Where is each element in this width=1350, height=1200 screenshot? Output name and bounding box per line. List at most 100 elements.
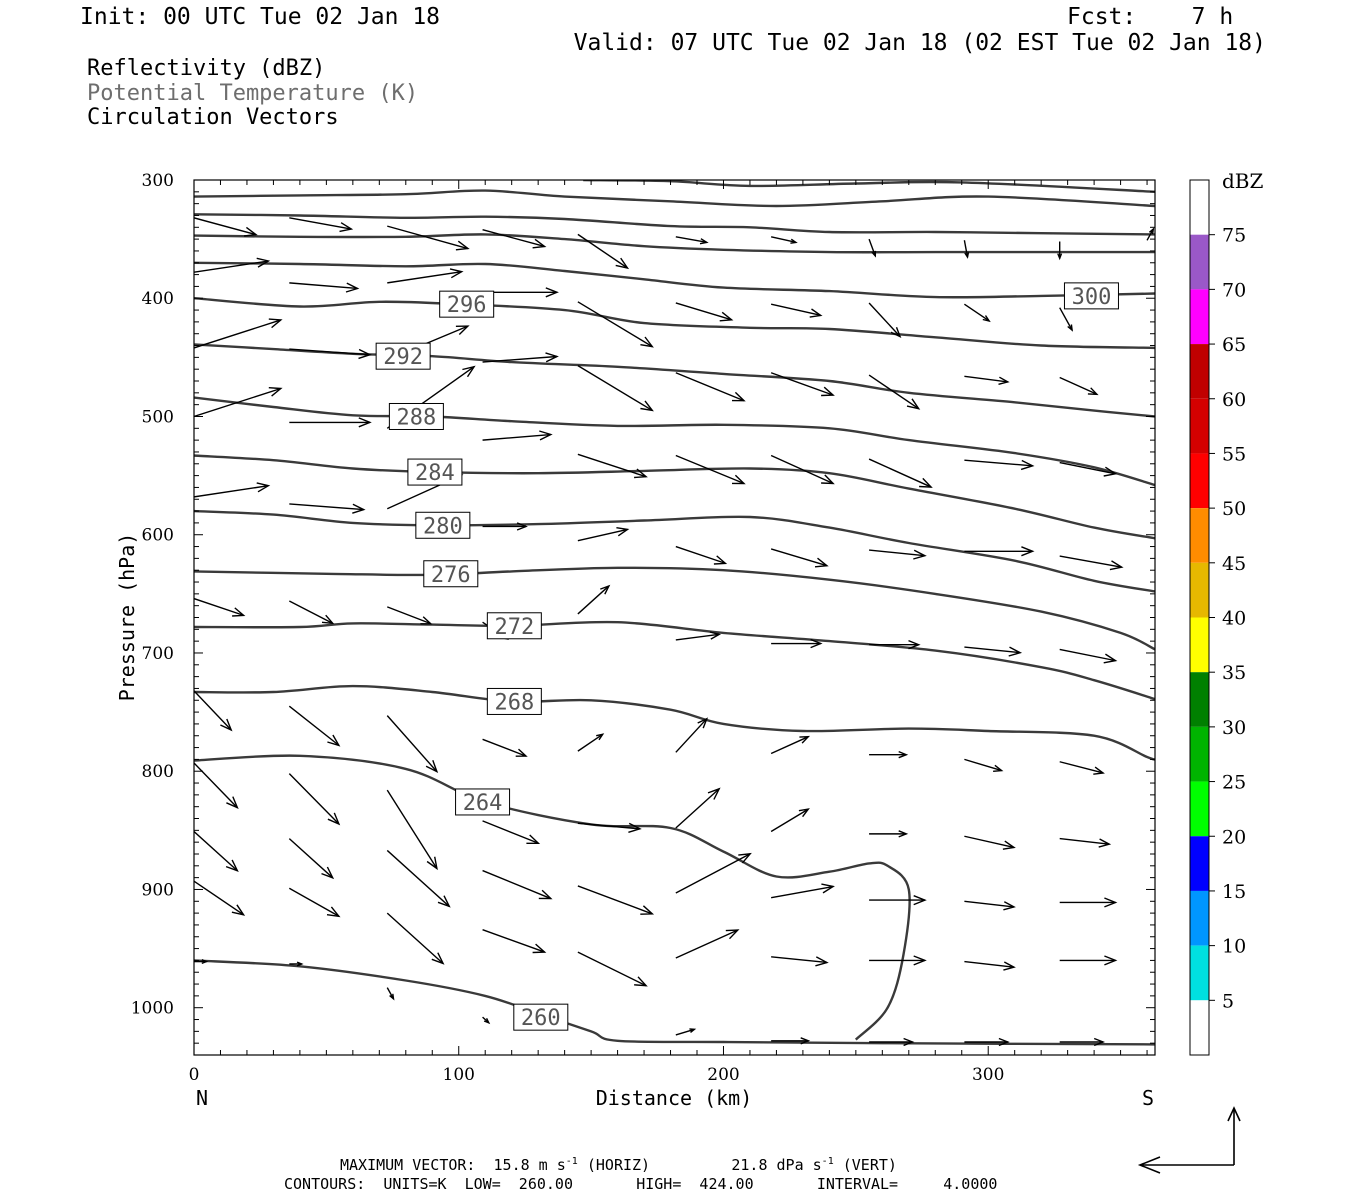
colorbar-label: 70 xyxy=(1222,279,1246,301)
circulation-vector-head xyxy=(998,1037,1010,1047)
contour-label-280: 280 xyxy=(423,514,463,539)
circulation-vector xyxy=(577,733,604,752)
circulation-vector xyxy=(482,355,558,363)
legend-potential-temperature: Potential Temperature (K) xyxy=(87,81,419,106)
circulation-vector-head xyxy=(634,468,648,479)
contour-label-box-292 xyxy=(375,342,431,370)
circulation-vector-head xyxy=(358,348,372,360)
colorbar-label: 65 xyxy=(1222,334,1246,356)
circulation-vector-head xyxy=(516,522,528,531)
circulation-vector xyxy=(482,869,552,900)
vert-tag: (VERT) xyxy=(842,1156,897,1174)
circulation-vector xyxy=(964,835,1015,849)
circulation-vector-head xyxy=(1003,961,1016,971)
circulation-vector-head xyxy=(437,895,451,908)
colorbar-label: 10 xyxy=(1222,936,1246,958)
circulation-vector-head xyxy=(634,976,648,987)
circulation-vector xyxy=(770,454,834,485)
circulation-vector xyxy=(869,549,925,557)
circulation-vector-head xyxy=(426,856,438,871)
circulation-vector xyxy=(1059,461,1116,475)
circulation-vector xyxy=(771,885,834,899)
vector-layer xyxy=(194,217,1155,1047)
circulation-vector-head xyxy=(1103,653,1118,664)
colorbar-label: 60 xyxy=(1222,389,1246,411)
circulation-vector-head xyxy=(539,430,553,441)
circulation-vector xyxy=(675,372,745,402)
circulation-vector-head xyxy=(358,417,372,428)
circulation-vector xyxy=(577,585,610,615)
circulation-vector xyxy=(387,225,469,250)
theta-contour-272 xyxy=(194,620,1155,701)
circulation-vector-head xyxy=(220,718,233,732)
circulation-vector-head xyxy=(1104,955,1118,966)
contour-label-box-276 xyxy=(423,560,479,588)
circulation-vector xyxy=(963,240,969,258)
circulation-vector-head xyxy=(908,639,921,650)
contour-label-box-296 xyxy=(439,290,495,318)
circulation-vector-head xyxy=(225,859,239,872)
circulation-vector xyxy=(1059,837,1110,845)
circulation-vector xyxy=(675,302,732,321)
colorbar-segment xyxy=(1190,344,1209,399)
colorbar-segment xyxy=(1190,617,1209,673)
contour-label-284: 284 xyxy=(415,461,455,486)
circulation-vector-head xyxy=(268,318,283,329)
circulation-vector-head xyxy=(809,308,823,318)
colorbar-segment xyxy=(1190,890,1209,946)
circulation-vector-head xyxy=(709,631,722,640)
circulation-vector-head xyxy=(964,252,970,259)
x-axis-label: Distance (km) xyxy=(596,1086,753,1110)
contour-label-box-300 xyxy=(1063,282,1119,310)
colorbar-segment xyxy=(1190,289,1209,345)
circulation-vector-head xyxy=(906,398,921,410)
circulation-vector xyxy=(770,303,821,317)
circulation-vector xyxy=(868,302,901,338)
plot-frame xyxy=(193,179,1156,1056)
circulation-vector xyxy=(964,459,1033,467)
circulation-vector xyxy=(289,503,364,511)
circulation-vector xyxy=(868,374,920,410)
circulation-vector-head xyxy=(545,287,559,298)
circulation-vector xyxy=(194,260,269,273)
circulation-vector-head xyxy=(256,482,271,493)
colorbar-segment xyxy=(1190,672,1209,727)
circulation-vector xyxy=(1059,648,1116,662)
circulation-vector-head xyxy=(1020,459,1035,471)
colorbar-label: 75 xyxy=(1222,225,1246,247)
x-tick-label: 0 xyxy=(189,1065,200,1085)
circulation-vector xyxy=(386,987,395,1000)
circulation-vector xyxy=(482,228,545,248)
circulation-vector-head xyxy=(345,282,360,293)
circulation-vector-head xyxy=(871,250,877,258)
max-vector-line: MAXIMUM VECTOR: 15.8 m s-1 (HORIZ) 21.8 … xyxy=(340,1157,897,1173)
circulation-vector-head xyxy=(903,1037,915,1047)
y-axis-label: Pressure (hPa) xyxy=(115,533,139,702)
circulation-vector xyxy=(577,885,653,915)
circulation-vector xyxy=(194,762,238,809)
circulation-vector-head xyxy=(231,904,246,916)
circulation-vector-head xyxy=(615,257,630,270)
circulation-vector xyxy=(675,788,720,829)
y-tick-label: 900 xyxy=(142,880,174,900)
circulation-vector-head xyxy=(821,474,835,485)
theta-contour-316 xyxy=(583,180,1155,193)
circulation-vector-head xyxy=(640,905,655,915)
colorbar-segment xyxy=(1190,398,1209,454)
circulation-vector xyxy=(675,1028,695,1036)
tick-layer: 0 100 200 300 300 400 500 600 700 800 900 1000 xyxy=(131,171,1155,1085)
theta-contour-292 xyxy=(194,343,1155,418)
circulation-vector-head xyxy=(232,607,246,617)
circulation-vector xyxy=(1059,376,1098,395)
circulation-vector-head xyxy=(1003,901,1016,911)
colorbar-label: 30 xyxy=(1222,717,1246,739)
circulation-vector xyxy=(577,233,628,269)
colorbar-label: 40 xyxy=(1222,608,1246,630)
circulation-vector xyxy=(387,606,431,625)
colorbar-segment xyxy=(1190,726,1209,782)
circulation-vector-head xyxy=(256,257,271,268)
circulation-vector-head xyxy=(268,387,283,397)
circulation-vector-head xyxy=(526,834,541,844)
theta-contour-280 xyxy=(194,509,1155,593)
circulation-vector xyxy=(675,236,707,244)
